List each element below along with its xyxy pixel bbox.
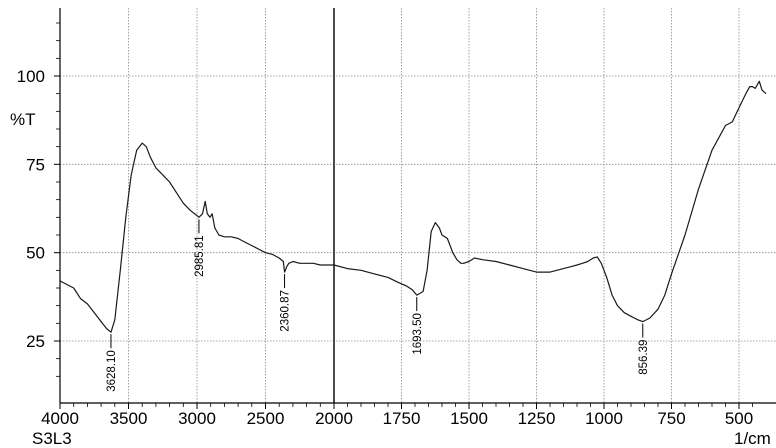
y-tick-label: 100 xyxy=(17,67,45,86)
peak-label: 2360.87 xyxy=(280,290,292,332)
x-tick-label: 1250 xyxy=(518,409,556,428)
spectrum-line xyxy=(59,80,767,333)
x-tick-label: 1500 xyxy=(450,409,488,428)
x-tick-label: 2000 xyxy=(315,409,353,428)
peak-label: 856.39 xyxy=(638,340,650,375)
peak-label: 3628.10 xyxy=(106,350,118,392)
y-tick-label: 25 xyxy=(26,332,45,351)
y-axis-ticks: 25 50 75 100 xyxy=(17,67,60,351)
peak-label: 2985.81 xyxy=(194,235,206,277)
x-tick-label: 750 xyxy=(657,409,685,428)
x-tick-label: 1000 xyxy=(585,409,623,428)
x-tick-label: 500 xyxy=(725,409,753,428)
x-tick-label: 3000 xyxy=(178,409,216,428)
y-axis-unit-label: %T xyxy=(10,110,36,129)
x-tick-label: 1750 xyxy=(383,409,421,428)
y-tick-label: 75 xyxy=(26,155,45,174)
axis-minor-ticks xyxy=(56,22,753,407)
sample-label: S3L3 xyxy=(32,429,72,448)
x-axis-ticks: 4000 3500 3000 2500 2000 1750 1500 1250 1000 750 5… xyxy=(41,403,753,428)
peak-label: 1693.50 xyxy=(412,313,424,355)
x-axis-unit-label: 1/cm xyxy=(734,429,771,448)
grid-lines xyxy=(60,8,776,403)
peak-annotations: 3628.10 2985.81 2360.87 1693.50 856.39 xyxy=(106,219,650,392)
x-tick-label: 3500 xyxy=(110,409,148,428)
x-tick-label: 2500 xyxy=(247,409,285,428)
y-tick-label: 50 xyxy=(26,244,45,263)
x-tick-label: 4000 xyxy=(41,409,79,428)
